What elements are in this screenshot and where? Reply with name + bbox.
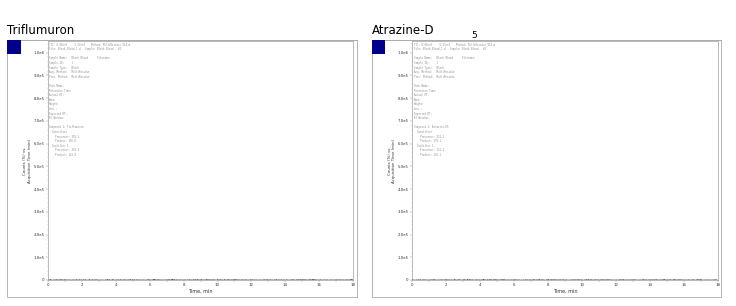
Text: TIC: 0.00e+0     5.33e+4    Method: MultiResidue_V14.m
File: Blank_Blood_1.d   S: TIC: 0.00e+0 5.33e+4 Method: MultiResidu… xyxy=(414,43,495,157)
Y-axis label: Counts (%) vs.
Acquisition Time (min): Counts (%) vs. Acquisition Time (min) xyxy=(388,139,396,183)
Text: Triflumuron: Triflumuron xyxy=(7,24,74,37)
X-axis label: Time, min: Time, min xyxy=(188,289,213,294)
X-axis label: Time, min: Time, min xyxy=(553,289,577,294)
Text: Atrazine-D: Atrazine-D xyxy=(372,24,434,37)
Text: 5: 5 xyxy=(471,31,477,40)
Y-axis label: Counts (%) vs.
Acquisition Time (min): Counts (%) vs. Acquisition Time (min) xyxy=(24,139,32,183)
Text: TIC: 0.00e+0     5.33e+4    Method: MultiResidue_V14.m
File: Blank_Blood_1.d   S: TIC: 0.00e+0 5.33e+4 Method: MultiResidu… xyxy=(49,43,130,157)
